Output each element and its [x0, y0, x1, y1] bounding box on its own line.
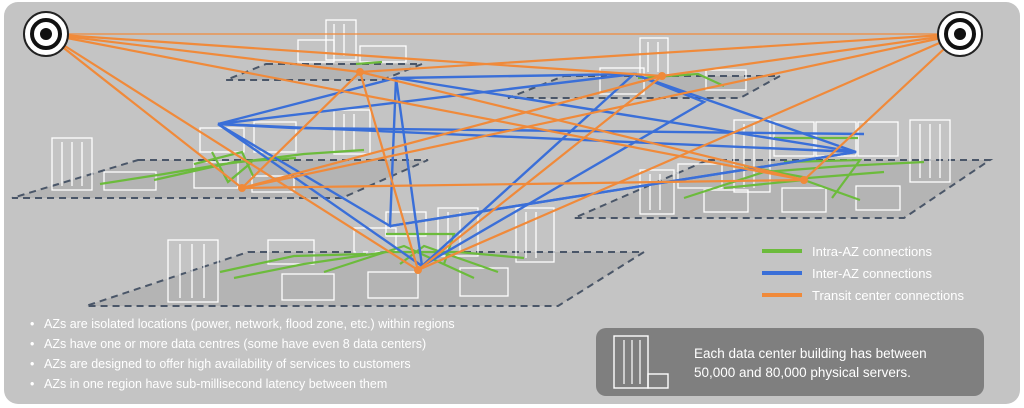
legend-label-transit: Transit center connections: [812, 287, 964, 303]
data-center-building-icon: [613, 335, 669, 389]
legend: Intra-AZ connections Inter-AZ connection…: [762, 240, 964, 306]
az-platform-bottom: [85, 251, 648, 307]
legend-item-inter: Inter-AZ connections: [762, 262, 964, 284]
info-box-line-1: Each data center building has between: [694, 346, 927, 361]
list-item: AZs in one region have sub-millisecond l…: [28, 374, 455, 394]
building-left-tall: [51, 137, 93, 191]
info-box-text: Each data center building has between 50…: [694, 344, 974, 382]
transit-hub-top-right: [658, 72, 666, 80]
list-item: AZs are designed to offer high availabil…: [28, 354, 455, 374]
legend-label-intra: Intra-AZ connections: [812, 243, 932, 259]
data-center-buildings: [51, 19, 951, 303]
legend-swatch-transit: [762, 293, 802, 297]
az-platform-top-center: [225, 63, 423, 81]
az-facts-list: AZs are isolated locations (power, netwo…: [28, 314, 455, 394]
info-box: Each data center building has between 50…: [596, 328, 984, 396]
info-box-line-2: 50,000 and 80,000 physical servers.: [694, 365, 911, 380]
legend-item-intra: Intra-AZ connections: [762, 240, 964, 262]
transit-hub-top: [356, 68, 364, 76]
diagram-panel: Intra-AZ connections Inter-AZ connection…: [4, 2, 1020, 404]
transit-hub-bottom: [414, 266, 422, 274]
building-right-mid-tall: [639, 169, 675, 215]
building-right-tall-2: [909, 119, 951, 183]
list-item: AZs are isolated locations (power, netwo…: [28, 314, 455, 334]
intra-az-connections: [99, 60, 925, 280]
legend-label-inter: Inter-AZ connections: [812, 265, 932, 281]
legend-item-transit: Transit center connections: [762, 284, 964, 306]
transit-hub-left: [238, 184, 246, 192]
transit-connections: [45, 32, 961, 274]
transit-hub-right: [800, 176, 808, 184]
availability-zone-diagram: [11, 11, 994, 307]
legend-swatch-intra: [762, 249, 802, 253]
legend-swatch-inter: [762, 271, 802, 275]
list-item: AZs have one or more data centres (some …: [28, 334, 455, 354]
transit-center-target-icon: [937, 11, 983, 57]
transit-center-target-icon: [23, 11, 69, 57]
building-center-tall: [333, 109, 371, 155]
building-bottom-tall-1: [167, 239, 219, 303]
